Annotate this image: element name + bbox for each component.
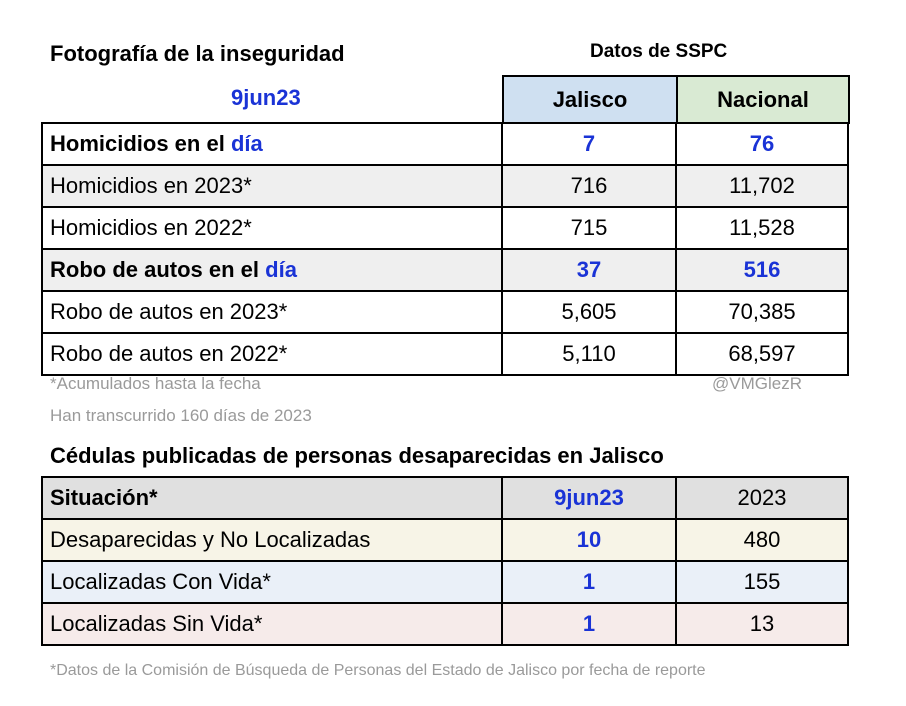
elapsed-days-note: Han transcurrido 160 días de 2023: [50, 406, 312, 425]
day-value: 10: [501, 518, 677, 562]
nacional-value: 11,528: [675, 206, 849, 250]
row-label: Localizadas Con Vida*: [41, 560, 503, 604]
row-label: Homicidios en el día: [41, 122, 503, 166]
day-value: 1: [501, 560, 677, 604]
jalisco-value: 715: [501, 206, 677, 250]
row-label: Desaparecidas y No Localizadas: [41, 518, 503, 562]
col-header-jalisco: Jalisco: [502, 75, 678, 124]
year-value: 13: [675, 602, 849, 646]
situation-header: Situación*: [41, 476, 503, 520]
jalisco-value: 5,605: [501, 290, 677, 334]
year-value: 155: [675, 560, 849, 604]
nacional-value: 70,385: [675, 290, 849, 334]
column-header-table: Jalisco Nacional: [502, 75, 850, 124]
row-label-text: Robo de autos en el: [50, 257, 266, 282]
jalisco-value: 37: [501, 248, 677, 292]
row-label: Homicidios en 2023*: [41, 164, 503, 208]
nacional-value: 68,597: [675, 332, 849, 376]
row-label-highlight: día: [230, 131, 263, 156]
page-title: Fotografía de la inseguridad: [50, 41, 345, 66]
accumulated-note: *Acumulados hasta la fecha: [50, 374, 261, 393]
table-row: Robo de autos en el día 37 516: [41, 248, 849, 292]
table-row: Localizadas Con Vida* 1 155: [41, 560, 849, 604]
crime-stats-table: Homicidios en el día 7 76 Homicidios en …: [41, 122, 849, 376]
table-row: Homicidios en 2022* 715 11,528: [41, 206, 849, 250]
jalisco-value: 716: [501, 164, 677, 208]
table-row: Robo de autos en 2022* 5,110 68,597: [41, 332, 849, 376]
row-label: Robo de autos en 2023*: [41, 290, 503, 334]
table-row: Robo de autos en 2023* 5,605 70,385: [41, 290, 849, 334]
day-value: 1: [501, 602, 677, 646]
nacional-value: 516: [675, 248, 849, 292]
year-value: 480: [675, 518, 849, 562]
row-label: Robo de autos en 2022*: [41, 332, 503, 376]
row-label: Robo de autos en el día: [41, 248, 503, 292]
table-row: Localizadas Sin Vida* 1 13: [41, 602, 849, 646]
jalisco-value: 5,110: [501, 332, 677, 376]
table-row: Homicidios en 2023* 716 11,702: [41, 164, 849, 208]
table-header-row: Situación* 9jun23 2023: [41, 476, 849, 520]
section-title: Cédulas publicadas de personas desaparec…: [50, 443, 664, 468]
data-source-label: Datos de SSPC: [590, 41, 728, 62]
row-label-text: Homicidios en el: [50, 131, 231, 156]
report-date: 9jun23: [231, 85, 301, 110]
col-header-nacional: Nacional: [676, 75, 850, 124]
row-label: Homicidios en 2022*: [41, 206, 503, 250]
table-row: Desaparecidas y No Localizadas 10 480: [41, 518, 849, 562]
nacional-value: 76: [675, 122, 849, 166]
missing-persons-table: Situación* 9jun23 2023 Desaparecidas y N…: [41, 476, 849, 646]
jalisco-value: 7: [501, 122, 677, 166]
table-row: Homicidios en el día 7 76: [41, 122, 849, 166]
date-header: 9jun23: [501, 476, 677, 520]
source-footnote: *Datos de la Comisión de Búsqueda de Per…: [50, 662, 706, 679]
row-label-highlight: día: [265, 257, 297, 282]
author-handle: @VMGlezR: [712, 374, 802, 393]
nacional-value: 11,702: [675, 164, 849, 208]
year-header: 2023: [675, 476, 849, 520]
row-label: Localizadas Sin Vida*: [41, 602, 503, 646]
